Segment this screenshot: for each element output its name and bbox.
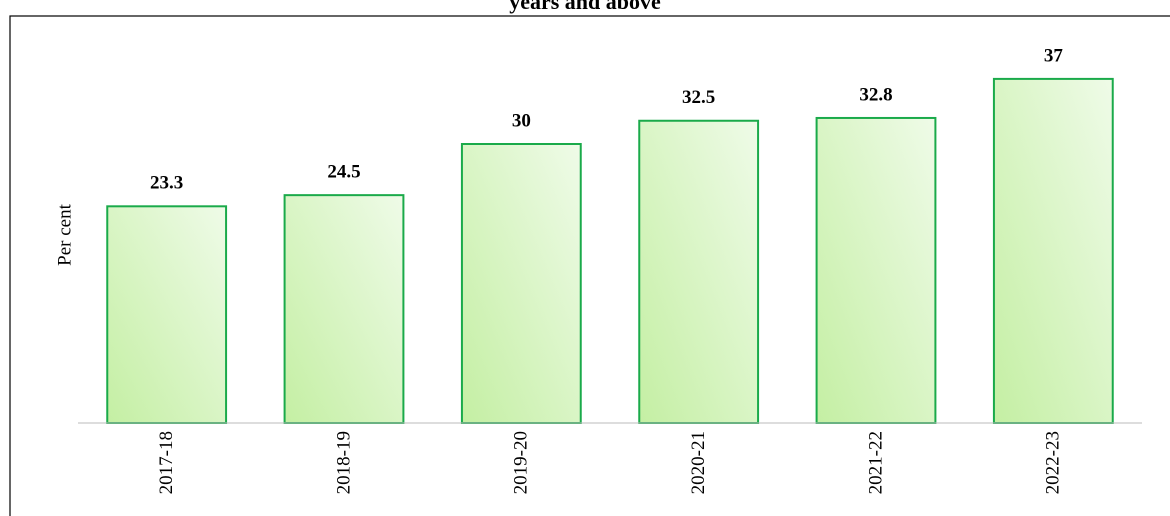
- x-tick-label: 2022-23: [1043, 431, 1064, 494]
- x-tick-label: 2019-20: [511, 431, 532, 494]
- bar: [638, 119, 760, 424]
- data-label: 37: [1044, 45, 1064, 66]
- bar: [460, 143, 582, 424]
- x-tick-label: 2017-18: [156, 431, 177, 494]
- bar: [815, 116, 937, 425]
- bar: [283, 194, 405, 424]
- frame: [9, 15, 1170, 516]
- data-label: 23.3: [150, 173, 183, 194]
- bar: [992, 77, 1114, 425]
- data-label: 32.8: [859, 84, 892, 105]
- x-tick-label: 2021-22: [865, 431, 886, 494]
- chart-title: years and above: [509, 0, 661, 14]
- x-tick-label: 2020-21: [688, 431, 709, 494]
- x-tick-label: 2018-19: [333, 431, 354, 494]
- y-axis-label: Per cent: [54, 203, 75, 265]
- data-label: 24.5: [327, 162, 360, 183]
- bar: [106, 205, 228, 424]
- data-label: 30: [512, 110, 531, 131]
- data-label: 32.5: [682, 87, 715, 108]
